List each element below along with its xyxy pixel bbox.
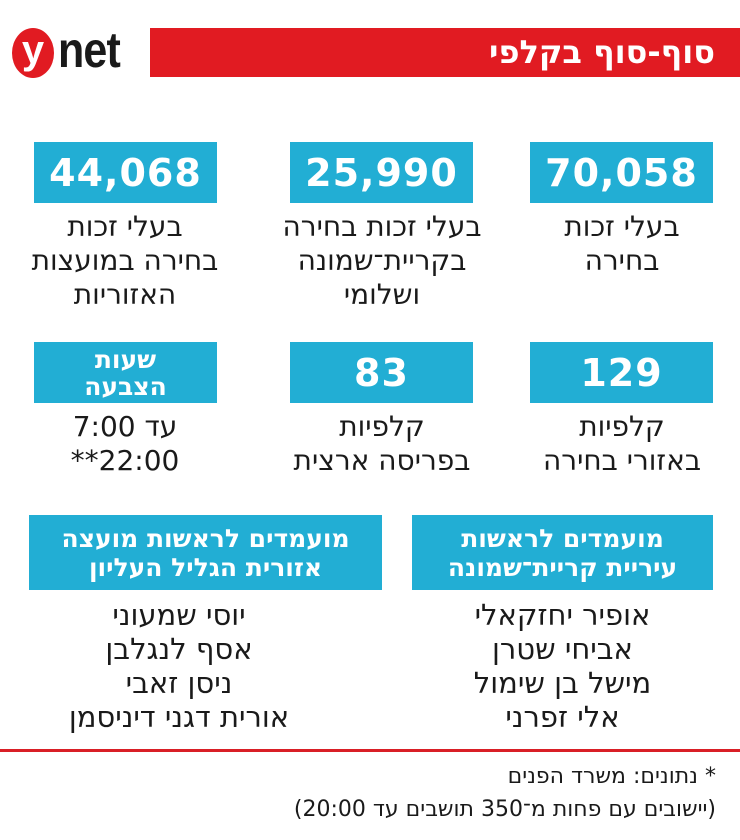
stat-value: 83 xyxy=(354,350,409,395)
stat-value: 70,058 xyxy=(545,150,698,195)
logo-y-circle: y xyxy=(12,28,54,78)
title-bar: סוף-סוף בקלפי xyxy=(150,28,740,77)
stat-label: בעלי זכות בחירה xyxy=(564,210,680,277)
candidate-name: אורית דגני דיניסמן xyxy=(68,700,290,734)
stat-value: 129 xyxy=(580,350,663,395)
stat-label: קלפיות באזורי בחירה xyxy=(542,410,702,477)
stat-voting-hours: שעות הצבעה xyxy=(34,342,217,403)
candidate-name: אופיר יחזקאלי xyxy=(474,598,651,632)
stat-ballot-boxes-national: 83 xyxy=(290,342,473,403)
candidate-name: אסף לנגלבן xyxy=(105,632,253,666)
stat-value: 25,990 xyxy=(305,150,458,195)
candidates-kiryat-shmona-list: אופיר יחזקאלי אביחי שטרן מישל בן שימול א… xyxy=(412,598,713,734)
stat-value: שעות הצבעה xyxy=(84,344,167,401)
stat-label: בעלי זכות בחירה במועצות האזוריות xyxy=(31,210,219,311)
stat-ballot-boxes-election-areas: 129 xyxy=(530,342,713,403)
candidates-upper-galilee-heading: מועמדים לראשות מועצה אזורית הגליל העליון xyxy=(29,515,382,590)
page-title: סוף-סוף בקלפי xyxy=(489,33,715,71)
stat-eligible-voters-regional: 44,068 xyxy=(34,142,217,203)
candidate-name: יוסי שמעוני xyxy=(112,598,246,632)
candidate-name: מישל בן שימול xyxy=(473,666,652,700)
stat-eligible-voters-total: 70,058 xyxy=(530,142,713,203)
stat-eligible-voters-kiryat-shmona: 25,990 xyxy=(290,142,473,203)
stat-label: בעלי זכות בחירה בקריית־שמונה ושלומי xyxy=(282,210,482,311)
footnote-source: * נתונים: משרד הפנים xyxy=(507,764,716,789)
candidate-name: ניסן זאבי xyxy=(125,666,233,700)
candidate-name: אביחי שטרן xyxy=(492,632,633,666)
candidate-name: אלי זפרני xyxy=(505,700,620,734)
candidates-kiryat-shmona-heading: מועמדים לראשות עיריית קריית־שמונה xyxy=(412,515,713,590)
logo-net-text: net xyxy=(58,22,121,78)
candidates-upper-galilee-list: יוסי שמעוני אסף לנגלבן ניסן זאבי אורית ד… xyxy=(29,598,329,734)
footnote-small-settlements: (יישובים עם פחות מ־350 תושבים עד 20:00) xyxy=(293,797,716,822)
stat-value: 44,068 xyxy=(49,150,202,195)
footer-divider xyxy=(0,749,740,752)
stat-label: 7:00 עד **22:00 xyxy=(70,410,180,477)
stat-label: קלפיות בפריסה ארצית xyxy=(293,410,471,477)
